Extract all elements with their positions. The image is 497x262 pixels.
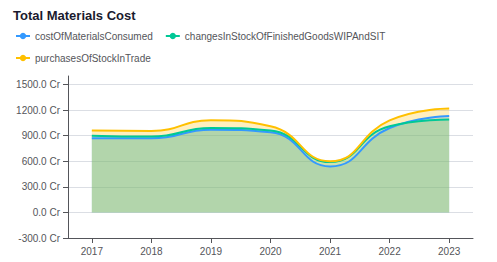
svg-text:costOfMaterialsConsumed: costOfMaterialsConsumed <box>35 31 153 42</box>
svg-text:2020: 2020 <box>259 246 282 257</box>
svg-text:2022: 2022 <box>378 246 401 257</box>
svg-text:0.0 Cr: 0.0 Cr <box>33 207 61 218</box>
svg-text:1200.0 Cr: 1200.0 Cr <box>16 105 61 116</box>
svg-text:2023: 2023 <box>438 246 461 257</box>
svg-text:2019: 2019 <box>200 246 223 257</box>
svg-text:purchasesOfStockInTrade: purchasesOfStockInTrade <box>35 53 151 64</box>
svg-text:600.0 Cr: 600.0 Cr <box>22 156 61 167</box>
svg-text:2017: 2017 <box>81 246 104 257</box>
svg-text:1500.0 Cr: 1500.0 Cr <box>16 79 61 90</box>
svg-text:changesInStockOfFinishedGoodsW: changesInStockOfFinishedGoodsWIPAndSIT <box>185 31 385 42</box>
svg-text:2018: 2018 <box>140 246 163 257</box>
svg-text:2021: 2021 <box>319 246 342 257</box>
svg-text:Total Materials Cost: Total Materials Cost <box>13 8 136 23</box>
svg-text:300.0 Cr: 300.0 Cr <box>22 181 61 192</box>
svg-text:-300.0 Cr: -300.0 Cr <box>18 233 60 244</box>
svg-text:900.0 Cr: 900.0 Cr <box>22 130 61 141</box>
